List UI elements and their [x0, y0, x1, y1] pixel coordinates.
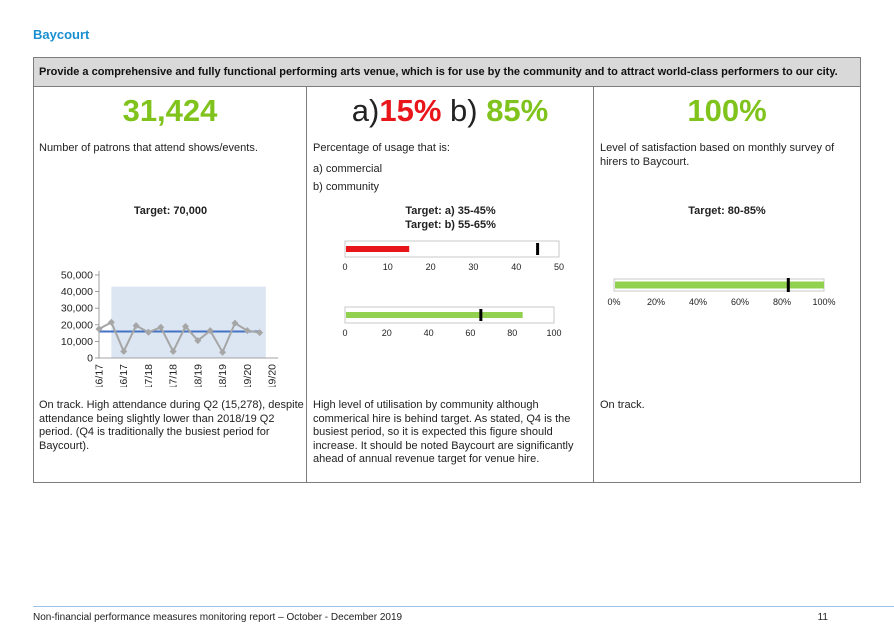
- attendance-series-line: [98, 320, 260, 355]
- x-tick-label: 100%: [812, 297, 835, 307]
- data-point: [107, 318, 115, 326]
- data-point: [194, 337, 202, 345]
- satisfaction-column: 100% Level of satisfaction based on mont…: [594, 87, 860, 482]
- data-point: [219, 348, 227, 356]
- y-tick-label: 10,000: [61, 336, 93, 348]
- data-point: [206, 327, 214, 335]
- x-tick-label: 60: [465, 328, 475, 338]
- value-bar: [346, 246, 410, 252]
- usage-column: a)15% b) 85% Percentage of usage that is…: [307, 87, 594, 482]
- usage-item-community: b) community: [313, 181, 380, 193]
- data-point: [182, 322, 189, 330]
- usage-note: High level of utilisation by community a…: [313, 399, 574, 465]
- x-tick-label: 20: [426, 262, 436, 272]
- usage-b-value: 85%: [486, 93, 549, 128]
- data-point: [256, 329, 264, 337]
- data-point: [95, 325, 103, 333]
- usage-value: a)15% b) 85%: [307, 93, 593, 129]
- commercial-bullet-chart: 0 10 20 30 40 50: [342, 240, 564, 272]
- usage-a-value: 15%: [379, 93, 442, 128]
- satisfaction-target: Target: 80-85%: [688, 205, 766, 217]
- x-tick-label: 20: [382, 328, 392, 338]
- highlight-band: [111, 286, 266, 358]
- x-tick-label: Q3 17/18: [168, 364, 180, 387]
- patrons-description: Number of patrons that attend shows/even…: [39, 142, 258, 154]
- x-tick-label: 10: [383, 262, 393, 272]
- x-tick-label: Q3 18/19: [217, 364, 229, 387]
- patrons-column: 31,424 Number of patrons that attend sho…: [34, 87, 307, 482]
- x-tick-label: 40: [424, 328, 434, 338]
- community-bullet-chart: 0 20 40 60 80 100: [342, 306, 562, 338]
- data-point: [169, 347, 177, 355]
- measure-panel: Provide a comprehensive and fully functi…: [33, 57, 861, 483]
- x-tick-label: 40%: [689, 297, 707, 307]
- footer-rule: [33, 606, 894, 607]
- x-tick-label: 0: [342, 328, 347, 338]
- y-tick-label: 50,000: [61, 270, 93, 282]
- x-tick-label: 100: [546, 328, 561, 338]
- x-tick-label: 20%: [647, 297, 665, 307]
- objective-banner: Provide a comprehensive and fully functi…: [34, 58, 860, 87]
- attendance-line-chart: 0 10,000 20,000 30,000 40,000 50,000 Q1 16/17 Q…: [61, 270, 279, 388]
- value-bar: [615, 281, 824, 289]
- usage-target-a: Target: a) 35-45%: [405, 205, 496, 217]
- target-marker: [479, 309, 483, 321]
- x-tick-label: 0%: [607, 297, 620, 307]
- x-tick-label: 60%: [731, 297, 749, 307]
- satisfaction-bullet-chart: 0% 20% 40% 60% 80% 100%: [607, 278, 836, 307]
- x-tick-label: Q1 19/20: [242, 364, 254, 387]
- y-tick-label: 20,000: [61, 319, 93, 331]
- usage-item-commercial: a) commercial: [313, 163, 383, 175]
- x-tick-label: Q1 18/19: [192, 364, 204, 387]
- value-bar: [346, 312, 523, 318]
- x-tick-label: 80: [507, 328, 517, 338]
- usage-description: Percentage of usage that is:: [313, 142, 450, 154]
- patrons-note: On track. High attendance during Q2 (15,…: [39, 399, 304, 452]
- x-tick-label: 40: [511, 262, 521, 272]
- footer-text: Non-financial performance measures monit…: [33, 612, 403, 623]
- data-point: [231, 319, 239, 327]
- x-tick-label: Q1 16/17: [94, 364, 106, 387]
- y-tick-label: 30,000: [61, 303, 93, 315]
- satisfaction-value: 100%: [687, 93, 767, 128]
- brand-title: Baycourt: [33, 27, 90, 42]
- x-tick-label: Q1 17/18: [143, 364, 155, 387]
- y-tick-label: 0: [87, 353, 93, 365]
- y-tick-label: 40,000: [61, 286, 93, 298]
- usage-target-b: Target: b) 55-65%: [405, 219, 496, 231]
- usage-b-prefix: b): [441, 93, 487, 128]
- page-number: 11: [817, 612, 828, 623]
- data-point: [243, 327, 251, 335]
- satisfaction-description: Level of satisfaction based on monthly s…: [600, 142, 835, 168]
- x-tick-label: 50: [554, 262, 564, 272]
- chart-frame: [344, 240, 560, 258]
- data-point: [132, 322, 140, 330]
- usage-a-prefix: a): [351, 93, 380, 128]
- data-point: [157, 323, 165, 331]
- x-tick-label: Q3 19/20: [267, 364, 279, 387]
- x-tick-label: 80%: [773, 297, 791, 307]
- data-point: [120, 347, 128, 355]
- satisfaction-note: On track.: [600, 399, 645, 411]
- x-tick-label: Q3 16/17: [118, 364, 130, 387]
- patrons-value: 31,424: [122, 93, 218, 128]
- x-tick-label: 0: [342, 262, 347, 272]
- data-point: [144, 328, 152, 336]
- target-marker: [786, 278, 790, 292]
- target-marker: [536, 243, 540, 255]
- patrons-target: Target: 70,000: [133, 205, 208, 217]
- x-tick-label: 30: [468, 262, 478, 272]
